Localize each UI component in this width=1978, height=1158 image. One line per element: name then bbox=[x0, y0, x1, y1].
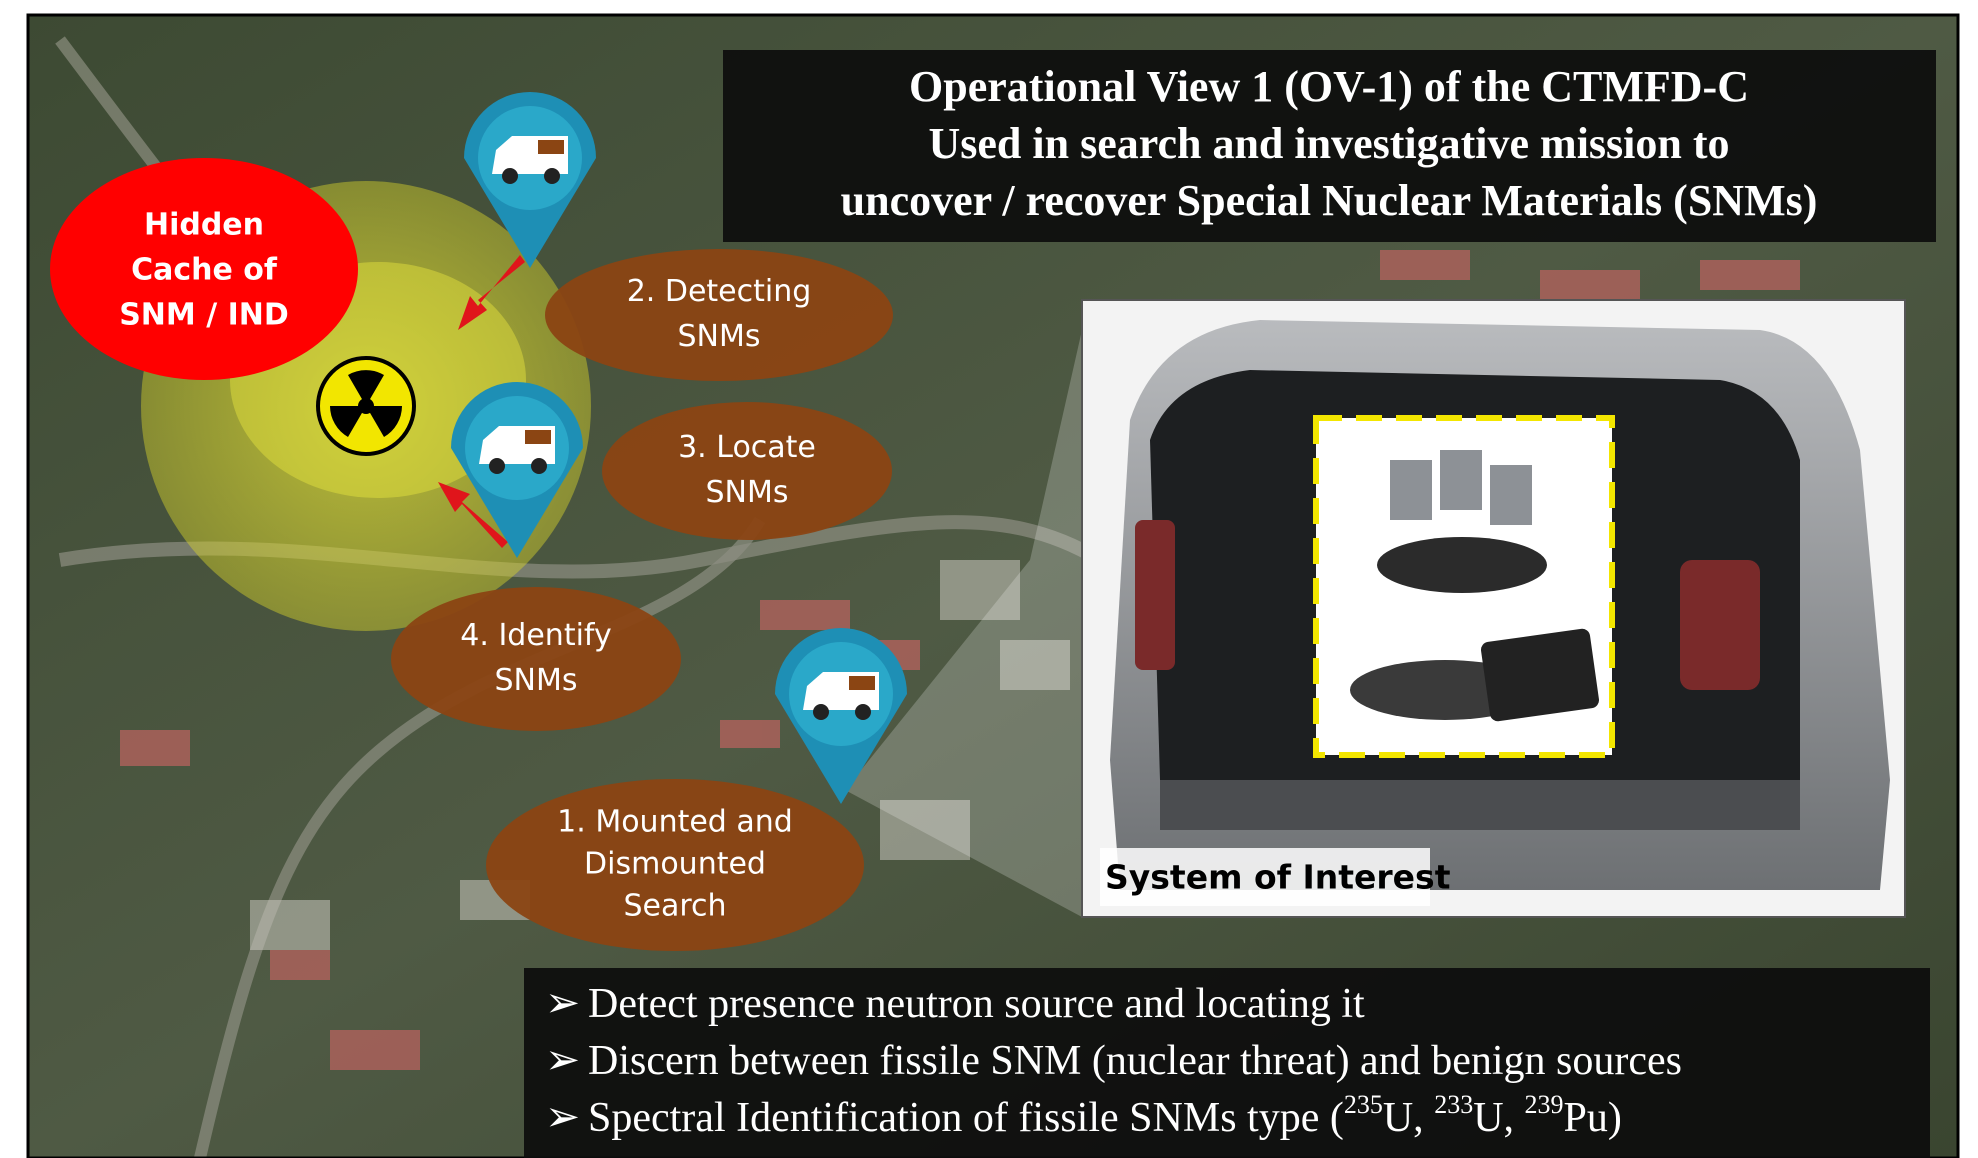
wheel bbox=[544, 168, 560, 184]
title-line: Used in search and investigative mission… bbox=[928, 119, 1729, 168]
target-line: SNM / IND bbox=[119, 298, 289, 333]
wheel bbox=[531, 458, 547, 474]
step-ellipse bbox=[391, 587, 681, 731]
bullet-marker: ➢ bbox=[545, 1038, 580, 1084]
title-line: Operational View 1 (OV-1) of the CTMFD-C bbox=[909, 62, 1749, 111]
step-line: 4. Identify bbox=[460, 618, 611, 653]
wheel bbox=[489, 458, 505, 474]
bullet-marker: ➢ bbox=[545, 981, 580, 1027]
bullet-part: U, bbox=[1473, 1095, 1524, 1141]
bullet-text: Detect presence neutron source and locat… bbox=[588, 981, 1365, 1027]
step-ellipse bbox=[545, 249, 893, 381]
step-ellipse bbox=[602, 402, 892, 540]
title-box: Operational View 1 (OV-1) of the CTMFD-C… bbox=[723, 50, 1936, 242]
step-line: 1. Mounted and bbox=[557, 805, 793, 840]
bullet-marker: ➢ bbox=[545, 1095, 580, 1141]
step-line: SNMs bbox=[495, 663, 578, 698]
step-line: 3. Locate bbox=[678, 430, 816, 465]
bullets-box: ➢Detect presence neutron source and loca… bbox=[524, 968, 1930, 1158]
step-line: SNMs bbox=[706, 475, 789, 510]
bullet-part: Detect presence neutron source and locat… bbox=[588, 981, 1365, 1027]
target-line: Hidden bbox=[144, 208, 264, 243]
van-cargo bbox=[849, 676, 875, 690]
bullet-part: Discern between fissile SNM (nuclear thr… bbox=[588, 1038, 1682, 1084]
van-cargo bbox=[538, 140, 564, 154]
system-label: System of Interest bbox=[1105, 858, 1451, 897]
van-cargo bbox=[525, 430, 551, 444]
ov1-diagram: Hidden Cache of SNM / IND 2. Detecting SNMs… bbox=[0, 0, 1978, 1158]
superscript: 235 bbox=[1344, 1090, 1383, 1119]
system-of-interest: System of Interest bbox=[1082, 300, 1905, 917]
wheel bbox=[855, 704, 871, 720]
step-line: 2. Detecting bbox=[627, 274, 812, 309]
wheel bbox=[813, 704, 829, 720]
superscript: 233 bbox=[1434, 1090, 1473, 1119]
step-line: Dismounted bbox=[584, 847, 766, 882]
wheel bbox=[502, 168, 518, 184]
title-line: uncover / recover Special Nuclear Materi… bbox=[841, 176, 1818, 225]
target-line: Cache of bbox=[131, 253, 278, 288]
step-line: SNMs bbox=[678, 319, 761, 354]
step-line: Search bbox=[623, 889, 726, 924]
target-label: Hidden Cache of SNM / IND bbox=[119, 208, 289, 333]
bullet-part: Pu) bbox=[1564, 1095, 1622, 1141]
superscript: 239 bbox=[1525, 1090, 1564, 1119]
bullet-text: Discern between fissile SNM (nuclear thr… bbox=[588, 1038, 1682, 1084]
bullet-part: Spectral Identification of fissile SNMs … bbox=[588, 1095, 1344, 1141]
bullet-part: U, bbox=[1383, 1095, 1434, 1141]
